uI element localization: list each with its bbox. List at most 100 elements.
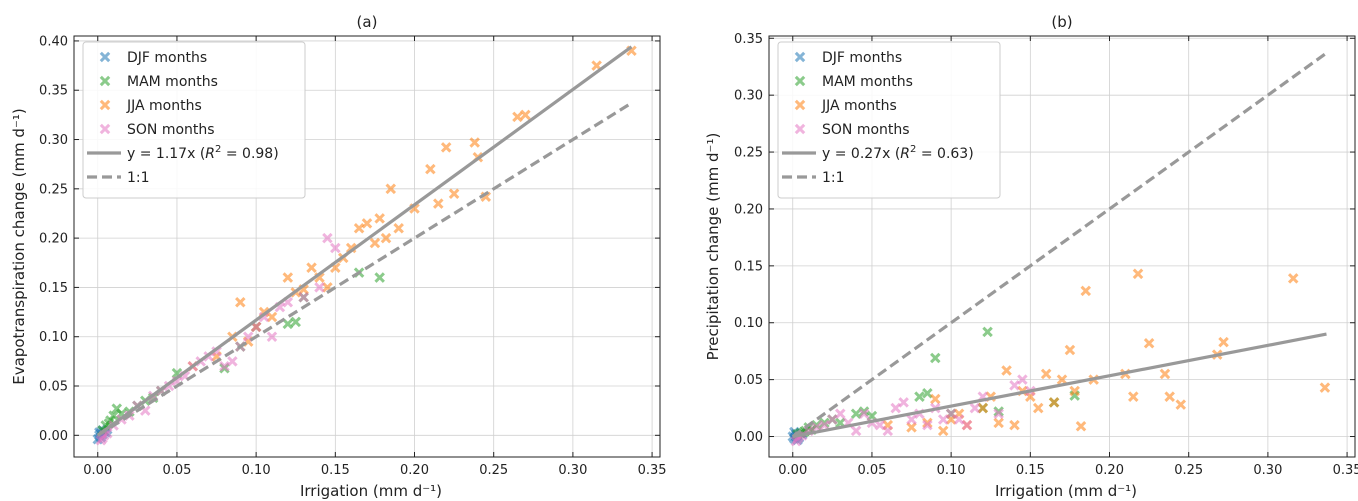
plot-area (92, 45, 637, 446)
data-point (369, 237, 381, 249)
x-tick-label: 0.35 (638, 463, 667, 478)
data-point (520, 109, 531, 121)
data-point (361, 218, 373, 229)
regression-line (96, 45, 633, 437)
data-point (1032, 402, 1044, 414)
legend-label-sup: 2 (215, 144, 221, 155)
legend-marker (99, 99, 111, 111)
legend-marker (794, 123, 806, 135)
series-son (790, 374, 1036, 447)
data-point (219, 361, 230, 372)
data-point (385, 183, 397, 195)
data-point (1218, 336, 1229, 348)
x-tick-label: 0.20 (1095, 463, 1124, 478)
data-point (982, 326, 993, 338)
legend-label-sup: 2 (910, 144, 916, 155)
data-point (322, 232, 333, 244)
data-point (1001, 365, 1012, 376)
legend-label: DJF months (822, 50, 902, 66)
legend: DJF months MAM months JJA months SON months… (82, 41, 306, 199)
y-tick-label: 0.35 (39, 84, 68, 99)
legend-marker (99, 123, 111, 135)
data-point (235, 296, 246, 308)
y-tick-label: 0.30 (734, 89, 763, 104)
data-point (1056, 374, 1068, 385)
legend-label-r: R (900, 146, 910, 162)
data-point (858, 406, 870, 417)
data-point (1080, 285, 1092, 297)
y-tick-label: 0.00 (734, 430, 763, 445)
x-tick-label: 0.05 (162, 463, 191, 478)
data-point (298, 292, 309, 303)
data-point (945, 408, 957, 420)
data-point (353, 222, 365, 234)
y-tick-label: 0.25 (734, 146, 763, 161)
data-point (914, 391, 925, 402)
y-tick-label: 0.10 (734, 316, 763, 331)
legend-label: SON months (822, 122, 910, 138)
legend-label: y = 0.27x (R2 = 0.63) (822, 144, 974, 162)
data-point (425, 163, 436, 175)
data-point (433, 198, 444, 209)
data-point (993, 406, 1004, 417)
data-point (306, 262, 317, 273)
data-point (1009, 419, 1020, 431)
legend-label: DJF months (127, 50, 207, 66)
x-axis-label: Irrigation (mm d⁻¹) (995, 482, 1137, 500)
y-tick-label: 0.25 (39, 182, 68, 197)
panel-title: (b) (1051, 13, 1072, 31)
data-point (374, 213, 385, 224)
legend-label-r: R (205, 146, 215, 162)
axes-frame (73, 35, 661, 458)
data-point (1048, 397, 1060, 408)
data-point (1017, 374, 1028, 385)
data-point (922, 419, 933, 431)
x-tick-label: 0.10 (242, 463, 271, 478)
series-jja (882, 268, 1331, 437)
legend-frame (82, 41, 306, 199)
panel-a: 0.00 0.05 0.10 0.15 0.20 0.25 0.30 0.35 0.00 0.05… (10, 13, 667, 500)
data-point (882, 425, 894, 437)
y-tick-label: 0.15 (39, 281, 68, 296)
x-tick-label: 0.00 (83, 463, 112, 478)
x-tick-label: 0.10 (937, 463, 966, 478)
data-point (282, 318, 294, 330)
data-point (469, 137, 480, 148)
legend-label: MAM months (822, 74, 913, 90)
regression-line (792, 332, 1327, 439)
x-tick-label: 0.00 (778, 463, 807, 478)
data-point (512, 111, 523, 123)
data-point (1175, 399, 1187, 410)
data-point (1040, 368, 1052, 380)
y-tick-label: 0.15 (734, 259, 763, 274)
x-tick-label: 0.25 (479, 463, 508, 478)
x-tick-label: 0.05 (857, 463, 886, 478)
data-point (835, 408, 846, 420)
y-axis-label: Precipitation change (mm d⁻¹) (704, 133, 722, 361)
legend-marker (794, 51, 806, 63)
data-point (1164, 391, 1175, 402)
series-son (95, 232, 341, 446)
legend-label: JJA months (821, 98, 897, 114)
legend-label: 1:1 (127, 170, 150, 186)
one-to-one-line (791, 51, 1328, 438)
data-point (993, 408, 1004, 420)
data-point (858, 408, 870, 420)
data-point (1159, 368, 1171, 380)
data-point (819, 417, 830, 429)
legend-label-tail: = 0.63) (916, 146, 973, 162)
data-point (108, 410, 119, 421)
data-point (290, 316, 301, 328)
x-tick-label: 0.25 (1174, 463, 1203, 478)
x-tick-label: 0.30 (558, 463, 587, 478)
data-point (250, 321, 262, 333)
data-point (448, 188, 460, 200)
data-point (906, 422, 917, 433)
y-tick-label: 0.30 (39, 133, 68, 148)
data-point (930, 352, 941, 364)
data-point (380, 232, 392, 244)
legend-label: y = 1.17x (R2 = 0.98) (127, 144, 279, 162)
legend-label-tail: = 0.98) (221, 146, 278, 162)
data-point (266, 311, 278, 323)
